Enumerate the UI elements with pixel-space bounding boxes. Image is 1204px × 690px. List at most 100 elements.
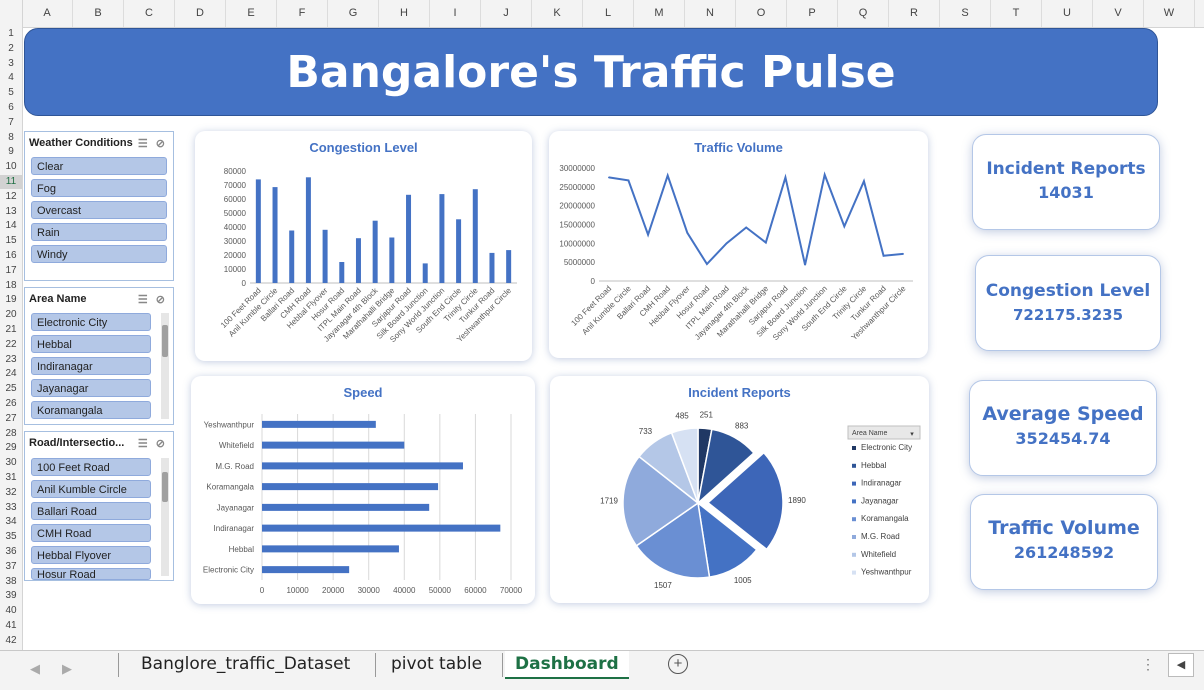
row-header-23[interactable]: 23: [5, 353, 17, 365]
column-header-a[interactable]: A: [22, 0, 73, 27]
horizontal-scroll-left-icon[interactable]: ◀: [1168, 653, 1194, 677]
row-header-24[interactable]: 24: [5, 368, 17, 380]
slicer-item-anil-kumble-circle[interactable]: Anil Kumble Circle: [31, 480, 151, 498]
slicer-item-indiranagar[interactable]: Indiranagar: [31, 357, 151, 375]
column-header-m[interactable]: M: [634, 0, 685, 27]
slicer-weather[interactable]: Weather Conditions ☰ ⊘ Clear Fog Overcas…: [24, 131, 174, 281]
more-options-icon[interactable]: ⋮: [1141, 656, 1155, 672]
clear-filter-icon[interactable]: ⊘: [155, 293, 165, 306]
row-header-5[interactable]: 5: [8, 87, 14, 99]
row-header-28[interactable]: 28: [5, 427, 17, 439]
row-header-1[interactable]: 1: [8, 28, 14, 39]
column-header-h[interactable]: H: [379, 0, 430, 27]
row-header-40[interactable]: 40: [5, 605, 17, 617]
row-header-14[interactable]: 14: [5, 220, 17, 232]
row-header-12[interactable]: 12: [5, 190, 17, 202]
slicer-item-ballari-road[interactable]: Ballari Road: [31, 502, 151, 520]
row-header-37[interactable]: 37: [5, 560, 17, 572]
row-header-26[interactable]: 26: [5, 398, 17, 409]
column-header-f[interactable]: F: [277, 0, 328, 27]
row-header-33[interactable]: 33: [5, 501, 17, 513]
dashboard-title-banner[interactable]: Bangalore's Traffic Pulse: [24, 28, 1158, 116]
column-header-v[interactable]: V: [1093, 0, 1144, 27]
column-header-p[interactable]: P: [787, 0, 838, 27]
row-header-32[interactable]: 32: [5, 486, 17, 498]
row-header-39[interactable]: 39: [5, 590, 17, 602]
column-header-r[interactable]: R: [889, 0, 940, 27]
clear-filter-icon[interactable]: ⊘: [155, 137, 165, 150]
incident-pie-chart[interactable]: Incident Reports 251 883 1890 1005 1507 1719 7…: [550, 376, 929, 603]
row-header-10[interactable]: 10: [5, 161, 17, 173]
column-header-j[interactable]: J: [481, 0, 532, 27]
row-header-7[interactable]: 7: [8, 116, 14, 128]
slicer-scrollbar[interactable]: [161, 313, 169, 419]
slicer-item-overcast[interactable]: Overcast: [31, 201, 167, 219]
congestion-chart[interactable]: Congestion Level 0 10000 20000 30000 40000 50…: [195, 131, 532, 361]
row-header-2[interactable]: 2: [8, 42, 14, 54]
column-header-n[interactable]: N: [685, 0, 736, 27]
row-header-34[interactable]: 34: [5, 516, 17, 528]
row-header-35[interactable]: 35: [5, 531, 17, 543]
add-sheet-icon[interactable]: +: [668, 654, 688, 674]
column-header-k[interactable]: K: [532, 0, 583, 27]
slicer-item-100-feet-road[interactable]: 100 Feet Road: [31, 458, 151, 476]
multi-select-icon[interactable]: ☰: [137, 293, 148, 306]
column-header-e[interactable]: E: [226, 0, 277, 27]
row-header-9[interactable]: 9: [8, 146, 14, 158]
column-header-w[interactable]: W: [1144, 0, 1195, 27]
slicer-item-clear[interactable]: Clear: [31, 157, 167, 175]
row-header-19[interactable]: 19: [5, 294, 17, 306]
column-header-d[interactable]: D: [175, 0, 226, 27]
traffic-volume-chart[interactable]: Traffic Volume 0 5000000 10000000 15000000 2…: [549, 131, 928, 358]
column-header-q[interactable]: Q: [838, 0, 889, 27]
column-header-u[interactable]: U: [1042, 0, 1093, 27]
kpi-congestion-level[interactable]: Congestion Level 722175.3235: [975, 255, 1161, 351]
column-header-c[interactable]: C: [124, 0, 175, 27]
multi-select-icon[interactable]: ☰: [137, 437, 148, 450]
row-header-8[interactable]: 8: [8, 131, 14, 143]
row-header-4[interactable]: 4: [8, 72, 14, 84]
row-header-6[interactable]: 6: [8, 102, 14, 113]
row-header-15[interactable]: 15: [5, 235, 17, 247]
clear-filter-icon[interactable]: ⊘: [155, 437, 165, 450]
slicer-item-fog[interactable]: Fog: [31, 179, 167, 197]
select-all-corner[interactable]: [0, 0, 23, 27]
row-header-16[interactable]: 16: [5, 250, 17, 261]
multi-select-icon[interactable]: ☰: [137, 137, 148, 150]
tab-dataset[interactable]: Banglore_traffic_Dataset: [141, 654, 351, 674]
scroll-tabs-right-icon[interactable]: ▶: [62, 661, 72, 676]
row-header-20[interactable]: 20: [5, 309, 17, 321]
scrollbar-thumb[interactable]: [162, 325, 168, 357]
slicer-item-koramangala[interactable]: Koramangala: [31, 401, 151, 419]
slicer-item-hosur-road[interactable]: Hosur Road: [31, 568, 151, 580]
column-header-t[interactable]: T: [991, 0, 1042, 27]
slicer-area[interactable]: Area Name ☰ ⊘ Electronic City Hebbal Ind…: [24, 287, 174, 425]
row-header-13[interactable]: 13: [5, 205, 17, 217]
slicer-scrollbar[interactable]: [161, 458, 169, 576]
kpi-traffic-volume[interactable]: Traffic Volume 261248592: [970, 494, 1158, 590]
row-header-38[interactable]: 38: [5, 575, 17, 587]
row-header-11[interactable]: 11: [0, 175, 22, 189]
row-header-3[interactable]: 3: [8, 57, 14, 69]
slicer-item-hebbal[interactable]: Hebbal: [31, 335, 151, 353]
slicer-item-hebbal-flyover[interactable]: Hebbal Flyover: [31, 546, 151, 564]
row-header-18[interactable]: 18: [5, 279, 17, 291]
column-header-o[interactable]: O: [736, 0, 787, 27]
kpi-incident-reports[interactable]: Incident Reports 14031: [972, 134, 1160, 230]
slicer-item-rain[interactable]: Rain: [31, 223, 167, 241]
slicer-item-windy[interactable]: Windy: [31, 245, 167, 263]
row-header-30[interactable]: 30: [5, 457, 17, 469]
column-header-i[interactable]: I: [430, 0, 481, 27]
row-header-36[interactable]: 36: [5, 546, 17, 557]
kpi-average-speed[interactable]: Average Speed 352454.74: [969, 380, 1157, 476]
row-header-25[interactable]: 25: [5, 383, 17, 395]
row-header-42[interactable]: 42: [5, 634, 17, 646]
column-header-g[interactable]: G: [328, 0, 379, 27]
row-header-29[interactable]: 29: [5, 442, 17, 454]
row-header-27[interactable]: 27: [5, 412, 17, 424]
slicer-item-electronic-city[interactable]: Electronic City: [31, 313, 151, 331]
scrollbar-thumb[interactable]: [162, 472, 168, 502]
row-header-41[interactable]: 41: [5, 620, 17, 631]
column-header-b[interactable]: B: [73, 0, 124, 27]
row-header-31[interactable]: 31: [5, 472, 17, 483]
